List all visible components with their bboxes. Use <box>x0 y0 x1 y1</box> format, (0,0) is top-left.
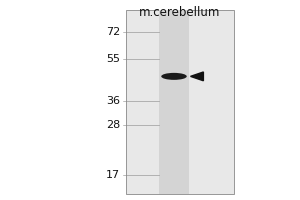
Text: m.cerebellum: m.cerebellum <box>139 6 221 19</box>
Bar <box>126 10 234 194</box>
Bar <box>159 10 189 194</box>
Text: 36: 36 <box>106 96 120 106</box>
Polygon shape <box>190 72 203 81</box>
Text: 72: 72 <box>106 27 120 37</box>
Text: 55: 55 <box>106 54 120 64</box>
Ellipse shape <box>161 73 187 80</box>
Text: 17: 17 <box>106 170 120 180</box>
Text: 28: 28 <box>106 120 120 130</box>
